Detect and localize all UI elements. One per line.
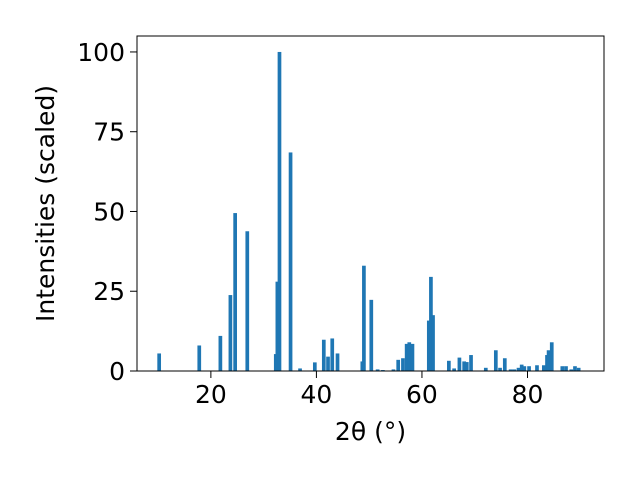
- bar: [469, 355, 473, 371]
- x-tick-label: 60: [406, 380, 438, 409]
- bar: [452, 368, 456, 371]
- bar: [218, 335, 223, 371]
- x-tick-label: 40: [301, 380, 333, 409]
- y-tick-label: 75: [93, 118, 125, 147]
- bar: [326, 356, 330, 371]
- bar: [527, 366, 531, 371]
- bar: [245, 231, 250, 371]
- y-ticks: 0 25 50 75 100: [77, 38, 137, 386]
- bar: [512, 369, 517, 371]
- bar: [493, 350, 498, 371]
- bar: [576, 367, 581, 371]
- bar: [546, 350, 551, 371]
- bar: [197, 345, 202, 371]
- bar: [277, 51, 282, 371]
- bar: [560, 366, 565, 371]
- bar: [375, 369, 380, 371]
- bar: [519, 364, 524, 371]
- bar: [541, 365, 546, 371]
- bar: [431, 315, 435, 371]
- x-ticks: 20 40 60 80: [195, 371, 543, 409]
- bar: [549, 342, 554, 371]
- bar: [457, 357, 462, 371]
- y-tick-label: 100: [77, 38, 125, 67]
- bar: [233, 213, 237, 371]
- y-axis-label: Intensities (scaled): [31, 85, 60, 322]
- bar: [535, 365, 539, 371]
- bar: [335, 353, 340, 371]
- bar: [410, 343, 415, 371]
- bar: [362, 265, 366, 371]
- x-tick-label: 80: [512, 380, 544, 409]
- bar: [228, 295, 233, 371]
- bar: [330, 338, 335, 371]
- y-tick-label: 0: [109, 357, 125, 386]
- bar: [502, 358, 507, 371]
- bar: [298, 368, 302, 371]
- x-tick-label: 20: [195, 380, 227, 409]
- bar: [462, 361, 467, 371]
- bar: [464, 362, 469, 371]
- x-axis-label: 2θ (°): [335, 417, 406, 446]
- bar: [157, 353, 162, 371]
- bar: [288, 152, 293, 371]
- bar: [516, 367, 521, 371]
- bar: [391, 369, 396, 371]
- bar: [369, 299, 374, 371]
- bar: [569, 369, 574, 371]
- bar: [426, 320, 431, 371]
- bar: [321, 339, 326, 371]
- bar: [429, 276, 433, 371]
- bar: [396, 359, 401, 371]
- bar: [573, 366, 577, 371]
- bar: [564, 366, 568, 371]
- bar: [522, 366, 527, 371]
- bar: [312, 362, 317, 371]
- bar: [404, 343, 409, 371]
- y-tick-label: 50: [93, 197, 125, 226]
- bar: [401, 358, 405, 371]
- plot-frame: [136, 35, 605, 372]
- bar: [407, 342, 412, 371]
- bar: [275, 281, 280, 371]
- y-tick-label: 25: [93, 277, 125, 306]
- bar: [508, 369, 513, 371]
- bars: [157, 51, 581, 371]
- bar: [498, 367, 502, 371]
- bar: [483, 367, 488, 371]
- bar: [447, 360, 451, 371]
